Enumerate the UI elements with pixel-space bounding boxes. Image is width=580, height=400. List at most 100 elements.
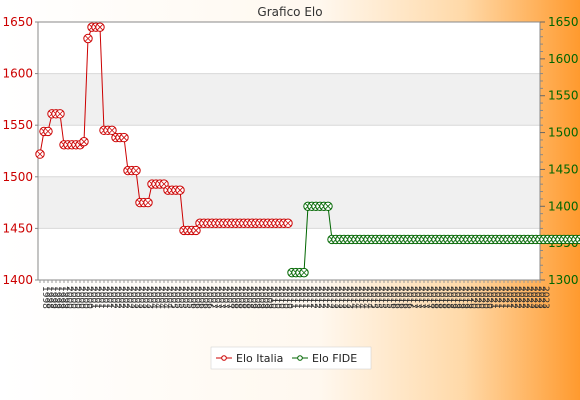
x-axis-tick-label: 2000 [84,286,94,309]
x-axis-tick-label: 2005 [184,286,194,309]
legend-label: Elo Italia [236,352,283,365]
x-axis-tick-label: 2020 [480,286,490,309]
x-axis-tick-label: 2010 [272,286,282,309]
x-axis-tick-label: 2004 [148,286,158,309]
x-axis-tick-label: 2019 [448,286,458,309]
data-point [299,267,309,278]
x-axis-tick-label: 2003 [140,286,150,309]
legend-item: Elo FIDE [292,352,357,365]
x-axis-tick-label: 2012 [316,286,326,309]
series-elo-fide [287,201,580,278]
grid-band [38,73,540,126]
x-axis-tick-label: 2001 [96,286,106,309]
right-axis-tick-label: 1450 [548,162,579,176]
data-point [35,149,45,159]
x-axis-tick-label: 2007 [220,286,230,309]
x-axis-tick-label: 2005 [168,286,178,309]
x-axis-tick-label: 2009 [264,286,274,309]
x-axis-tick-label: 2019 [452,286,462,309]
x-axis-tick-label: 1999 [48,286,58,309]
x-axis-tick-label: 2007 [224,286,234,309]
x-axis-tick-label: 2003 [144,286,154,309]
x-axis-tick-label: 2002 [112,286,122,309]
x-axis-tick-label: 2018 [440,286,450,309]
x-axis-tick-label: 2005 [176,286,186,309]
x-axis-tick-label: 2008 [244,286,254,309]
data-point [43,126,53,137]
x-axis-tick-label: 2013 [344,286,354,309]
x-axis-tick-label: 2002 [124,286,134,309]
data-point [55,109,65,119]
x-axis-tick-label: 2012 [324,286,334,309]
x-axis-tick-label: 1999 [56,286,66,309]
x-axis-tick-label: 2019 [460,286,470,309]
x-axis-tick-label: 2015 [384,286,394,309]
x-axis-tick-label: 2013 [336,286,346,309]
right-axis-tick-label: 1500 [548,126,579,140]
x-axis-tick-label: 2002 [120,286,130,309]
x-axis-tick-label: 2005 [180,286,190,309]
x-axis-tick-label: 2023 [528,286,538,309]
x-axis-tick-label: 2009 [248,286,258,309]
x-axis-tick-label: 2016 [396,286,406,309]
x-axis-tick-label: 2002 [116,286,126,309]
left-axis-tick-label: 1600 [2,67,33,81]
x-axis-tick-label: 1999 [60,286,70,309]
x-axis-tick-label: 2018 [436,286,446,309]
data-point [283,218,293,228]
x-axis-tick-label: 2020 [484,286,494,309]
x-axis-tick-label: 2003 [128,286,138,309]
x-axis-tick-label: 2010 [268,286,278,309]
x-axis-tick-label: 2014 [356,286,366,309]
x-axis-tick-label: 2004 [164,286,174,309]
x-axis-tick-label: 2009 [260,286,270,309]
x-axis-tick-label: 2004 [152,286,162,309]
x-axis-tick-label: 2018 [428,286,438,309]
x-axis-tick-label: 2014 [360,286,370,309]
x-axis-tick-label: 2017 [416,286,426,309]
legend: Elo Italia Elo FIDE [210,346,372,370]
x-axis-tick-label: 2012 [320,286,330,309]
legend-box [210,346,372,370]
left-axis-tick-label: 1550 [2,118,33,132]
x-axis-tick-label: 2007 [212,286,222,309]
x-axis-tick-label: 2021 [492,286,502,309]
data-point [95,22,105,32]
x-axis-tick-label: 2019 [456,286,466,309]
x-axis-tick-label: 1998 [40,286,50,309]
x-axis-tick-label: 2008 [232,286,242,309]
data-point [107,125,117,136]
x-axis-tick-label: 2015 [376,286,386,309]
x-axis-tick-label: 2000 [68,286,78,309]
x-axis-tick-label: 2013 [340,286,350,309]
x-axis-tick-label: 2017 [420,286,430,309]
x-axis-tick-label: 2021 [500,286,510,309]
x-axis-tick-label: 2022 [524,286,534,309]
legend-label: Elo FIDE [312,352,357,365]
x-axis-tick-label: 2014 [364,286,374,309]
x-axis-tick-label: 2020 [476,286,486,309]
x-axis-tick-label: 2021 [504,286,514,309]
x-axis-tick-label: 2000 [64,286,74,309]
x-axis-tick-label: 2018 [444,286,454,309]
x-axis-tick-label: 2009 [252,286,262,309]
x-axis-tick-label: 2014 [348,286,358,309]
x-axis-tick-label: 2006 [196,286,206,309]
data-point [131,165,141,176]
x-axis-tick-label: 2013 [328,286,338,309]
x-axis-tick-label: 2017 [412,286,422,309]
x-axis-tick-label: 2004 [160,286,170,309]
data-point [191,225,201,236]
data-point [175,185,185,195]
left-axis-tick-label: 1450 [2,221,33,235]
x-axis-tick-label: 2014 [352,286,362,309]
x-axis-tick-label: 2002 [108,286,118,309]
x-axis-tick-label: 2004 [156,286,166,309]
x-axis-tick-label: 2010 [284,286,294,309]
x-axis-tick-label: 2000 [72,286,82,309]
x-axis-tick-label: 2006 [200,286,210,309]
data-point [79,137,89,147]
legend-item: Elo Italia [216,352,283,365]
